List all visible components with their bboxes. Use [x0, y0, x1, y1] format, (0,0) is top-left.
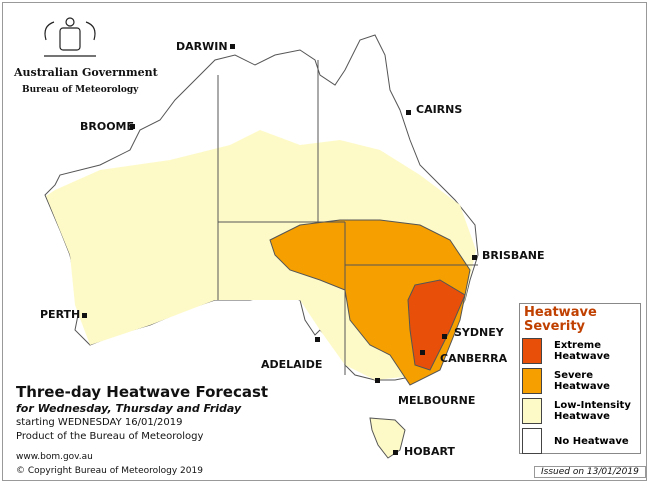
frame	[2, 2, 647, 481]
extreme-area	[407, 279, 466, 371]
legend-title: Heatwave Severity	[524, 305, 597, 334]
forecast-start: starting WEDNESDAY 16/01/2019	[16, 417, 183, 428]
city-label: ADELAIDE	[261, 358, 322, 371]
city-label: SYDNEY	[454, 326, 505, 339]
copyright: © Copyright Bureau of Meteorology 2019	[16, 466, 203, 476]
city-label: MELBOURNE	[398, 394, 475, 407]
bureau: Bureau of Meteorology	[22, 85, 139, 95]
government: Australian Government	[14, 66, 158, 79]
city-label: PERTH	[40, 308, 80, 321]
legend-swatch	[522, 428, 542, 454]
city-label: DARWIN	[176, 40, 228, 53]
legend-item: Severe Heatwave	[522, 368, 637, 394]
city-label: CAIRNS	[416, 103, 462, 116]
legend-swatch	[522, 368, 542, 394]
city-label: BRISBANE	[482, 249, 545, 262]
issued: Issued on 13/01/2019	[534, 466, 646, 478]
tasmania	[369, 417, 406, 459]
legend-label: Low-Intensity Heatwave	[554, 400, 631, 422]
url: www.bom.gov.au	[16, 452, 93, 462]
forecast-title: Three-day Heatwave Forecast	[16, 383, 269, 401]
legend-item: No Heatwave	[522, 428, 637, 454]
legend-label: Extreme Heatwave	[554, 340, 610, 362]
legend-box	[519, 303, 641, 454]
legend-label: Severe Heatwave	[554, 370, 610, 392]
city-label: BROOME	[80, 120, 134, 133]
city-label: HOBART	[404, 445, 455, 458]
australia	[44, 34, 479, 459]
city-dots	[82, 44, 477, 455]
legend-item: Low-Intensity Heatwave	[522, 398, 637, 424]
legend-swatch	[522, 338, 542, 364]
state-borders	[217, 60, 478, 375]
forecast-subtitle: for Wednesday, Thursday and Friday	[16, 402, 242, 415]
legend-label: No Heatwave	[554, 435, 629, 447]
legend-item: Extreme Heatwave	[522, 338, 637, 364]
coat-of-arms	[44, 17, 96, 57]
city-label: CANBERRA	[440, 352, 508, 365]
legend-swatch	[522, 398, 542, 424]
forecast-product: Product of the Bureau of Meteorology	[16, 431, 204, 442]
